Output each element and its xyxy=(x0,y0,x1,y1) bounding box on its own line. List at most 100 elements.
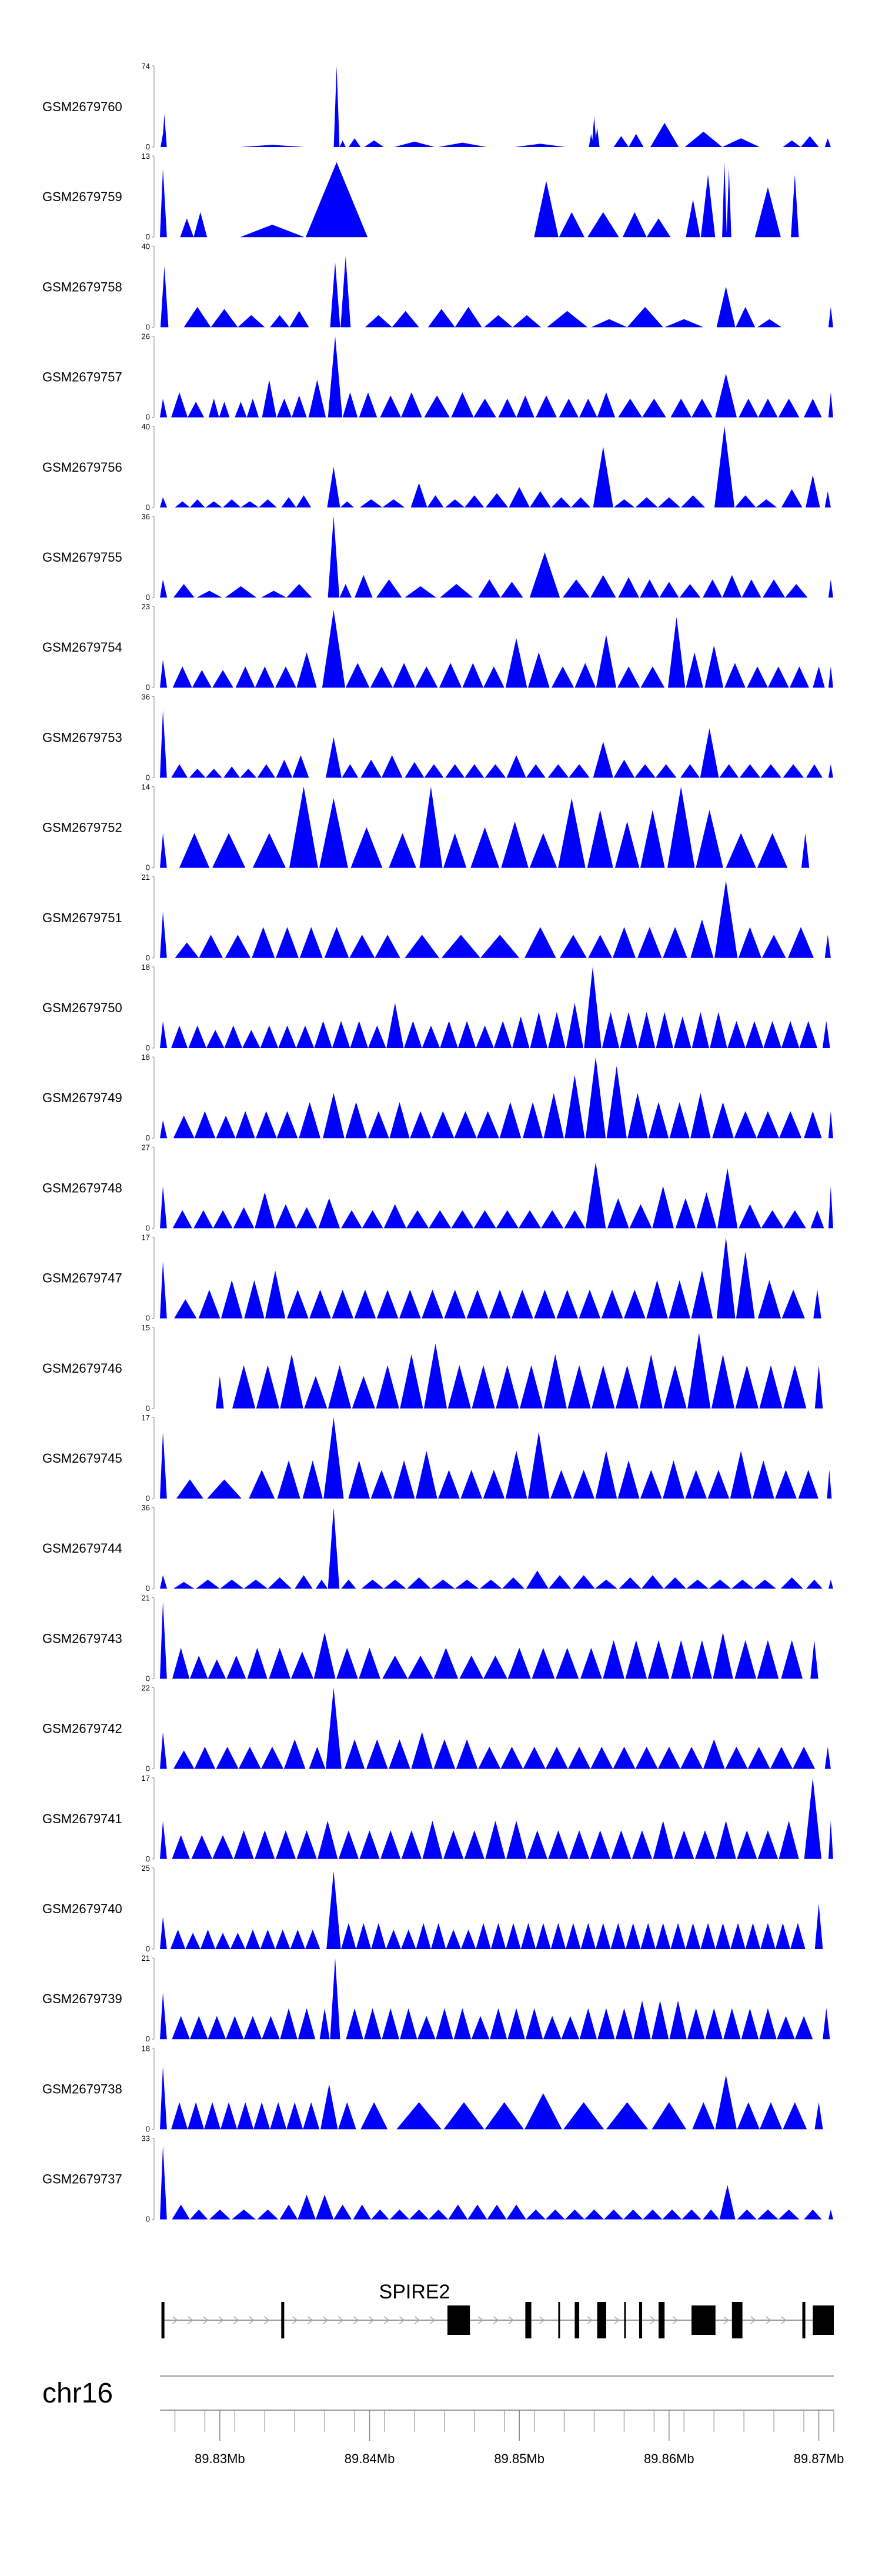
exon xyxy=(597,2302,606,2338)
track-label: GSM2679752 xyxy=(42,820,122,835)
y-min-label: 0 xyxy=(146,1314,150,1323)
y-max-label: 26 xyxy=(142,332,150,341)
strand-arrow xyxy=(292,2316,298,2324)
y-max-label: 40 xyxy=(142,422,150,431)
tick-label: 89.83Mb xyxy=(195,2451,245,2466)
strand-arrow xyxy=(429,2316,436,2324)
track-label: GSM2679748 xyxy=(42,1180,122,1195)
track-GSM2679749: GSM2679749 18 0 xyxy=(42,1053,833,1142)
track-GSM2679745: GSM2679745 17 0 xyxy=(42,1413,832,1503)
track-label: GSM2679742 xyxy=(42,1721,122,1736)
y-min-label: 0 xyxy=(146,683,150,692)
y-max-label: 17 xyxy=(142,1233,150,1242)
exon xyxy=(574,2302,580,2338)
exon xyxy=(281,2302,285,2338)
track-label: GSM2679760 xyxy=(42,99,122,114)
y-min-label: 0 xyxy=(146,593,150,602)
y-min-label: 0 xyxy=(146,773,150,782)
strand-arrow xyxy=(766,2316,771,2324)
track-label: GSM2679737 xyxy=(42,2172,122,2187)
coverage-area xyxy=(160,516,833,598)
track-GSM2679759: GSM2679759 13 0 xyxy=(42,152,799,241)
y-min-label: 0 xyxy=(146,1494,150,1503)
strand-arrow xyxy=(477,2316,484,2324)
y-max-label: 74 xyxy=(142,62,150,71)
strand-arrow xyxy=(539,2316,545,2324)
track-GSM2679754: GSM2679754 23 0 xyxy=(42,602,833,692)
y-min-label: 0 xyxy=(146,1854,150,1863)
track-label: GSM2679747 xyxy=(42,1271,122,1286)
coverage-area xyxy=(160,1057,833,1139)
exon xyxy=(639,2302,643,2338)
track-label: GSM2679749 xyxy=(42,1090,122,1105)
track-GSM2679740: GSM2679740 25 0 xyxy=(42,1864,823,1953)
y-min-label: 0 xyxy=(146,1404,150,1413)
tick-label: 89.84Mb xyxy=(345,2451,395,2466)
y-max-label: 14 xyxy=(142,783,150,792)
y-max-label: 36 xyxy=(142,512,150,521)
y-max-label: 23 xyxy=(142,602,150,611)
track-GSM2679753: GSM2679753 36 0 xyxy=(42,692,833,782)
strand-arrow xyxy=(508,2316,514,2324)
coverage-area xyxy=(160,1871,823,1949)
strand-arrow xyxy=(307,2316,313,2324)
track-GSM2679757: GSM2679757 26 0 xyxy=(42,332,833,422)
strand-arrow xyxy=(233,2316,239,2324)
track-GSM2679738: GSM2679738 18 0 xyxy=(42,2044,823,2133)
track-GSM2679743: GSM2679743 21 0 xyxy=(42,1593,818,1683)
y-max-label: 21 xyxy=(142,1593,150,1602)
track-label: GSM2679759 xyxy=(42,189,122,204)
coverage-area xyxy=(160,2066,823,2130)
y-min-label: 0 xyxy=(146,1674,150,1683)
exon xyxy=(161,2302,165,2338)
exon xyxy=(659,2302,665,2338)
y-min-label: 0 xyxy=(146,1584,150,1593)
track-label: GSM2679751 xyxy=(42,910,122,925)
y-min-label: 0 xyxy=(146,2034,150,2043)
y-max-label: 15 xyxy=(142,1323,150,1332)
track-GSM2679760: GSM2679760 74 0 xyxy=(42,62,831,151)
y-min-label: 0 xyxy=(146,953,150,962)
strand-arrow xyxy=(264,2316,270,2324)
strand-arrow xyxy=(338,2316,344,2324)
gene-track: SPIRE2 xyxy=(161,2281,834,2338)
coverage-area xyxy=(216,1333,823,1409)
coverage-tracks: GSM2679760740GSM2679759130GSM2679758400G… xyxy=(42,62,833,2224)
y-max-label: 17 xyxy=(142,1774,150,1783)
y-min-label: 0 xyxy=(146,142,150,151)
track-label: GSM2679743 xyxy=(42,1631,122,1646)
y-max-label: 13 xyxy=(142,152,150,161)
strand-arrow xyxy=(172,2316,178,2324)
strand-arrow xyxy=(203,2316,209,2324)
track-label: GSM2679750 xyxy=(42,1000,122,1015)
strand-arrow xyxy=(383,2316,390,2324)
y-min-label: 0 xyxy=(146,1133,150,1142)
coverage-area xyxy=(160,710,833,778)
track-GSM2679741: GSM2679741 17 0 xyxy=(42,1774,833,1863)
strand-arrow xyxy=(188,2316,193,2324)
track-label: GSM2679753 xyxy=(42,730,122,745)
y-max-label: 18 xyxy=(142,2044,150,2053)
track-GSM2679756: GSM2679756 40 0 xyxy=(42,422,831,512)
track-label: GSM2679756 xyxy=(42,460,122,475)
strand-arrow xyxy=(218,2316,224,2324)
strand-arrow xyxy=(399,2316,405,2324)
exon xyxy=(691,2305,716,2335)
strand-arrow xyxy=(368,2316,375,2324)
coverage-area xyxy=(160,1687,831,1769)
coverage-area xyxy=(160,1507,833,1589)
track-label: GSM2679746 xyxy=(42,1361,122,1376)
y-min-label: 0 xyxy=(146,2215,150,2224)
y-min-label: 0 xyxy=(146,1043,150,1052)
strand-arrow xyxy=(614,2316,620,2324)
y-max-label: 21 xyxy=(142,1954,150,1963)
y-min-label: 0 xyxy=(146,413,150,422)
track-GSM2679751: GSM2679751 21 0 xyxy=(42,873,831,962)
strand-arrow xyxy=(587,2316,593,2324)
track-GSM2679739: GSM2679739 21 0 xyxy=(42,1954,830,2043)
gene-label: SPIRE2 xyxy=(379,2281,450,2303)
coverage-area xyxy=(160,336,833,418)
y-max-label: 27 xyxy=(142,1143,150,1152)
track-GSM2679742: GSM2679742 22 0 xyxy=(42,1684,831,1773)
